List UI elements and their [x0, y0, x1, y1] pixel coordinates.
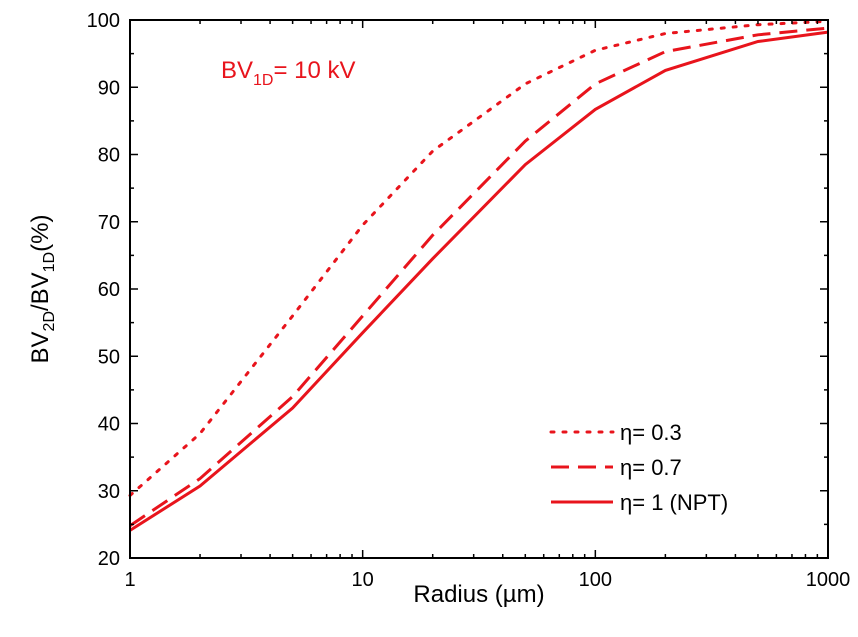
- y-tick-label: 50: [98, 346, 120, 368]
- y-tick-label: 70: [98, 212, 120, 234]
- y-axis-title: BV2D/BV1D(%): [27, 215, 58, 364]
- x-axis-title: Radius (µm): [413, 581, 544, 608]
- y-tick-label: 40: [98, 414, 120, 436]
- y-tick-label: 80: [98, 145, 120, 167]
- plot-frame: [129, 19, 829, 559]
- y-tick-label: 60: [98, 279, 120, 301]
- series-line-1: [128, 19, 830, 497]
- x-tick-label: 1000: [806, 569, 851, 591]
- legend: η= 0.3 η= 0.7 η= 1 (NPT): [549, 420, 728, 515]
- x-tick-label: 100: [579, 569, 612, 591]
- y-tick-label: 100: [87, 10, 120, 32]
- series-layer: [128, 19, 830, 532]
- legend-label-1: η= 0.3: [620, 420, 682, 445]
- series-line-3: [129, 30, 829, 532]
- y-tick-label: 30: [98, 481, 120, 503]
- annotation-bv1d: BV1D= 10 kV: [221, 57, 356, 89]
- ticks-layer: [129, 19, 829, 559]
- legend-label-2: η= 0.7: [620, 455, 682, 480]
- legend-label-3: η= 1 (NPT): [620, 490, 728, 515]
- y-tick-label: 90: [98, 77, 120, 99]
- series-line-2: [129, 26, 829, 527]
- y-tick-label: 20: [98, 548, 120, 570]
- x-tick-label: 1: [124, 569, 135, 591]
- x-tick-label: 10: [352, 569, 374, 591]
